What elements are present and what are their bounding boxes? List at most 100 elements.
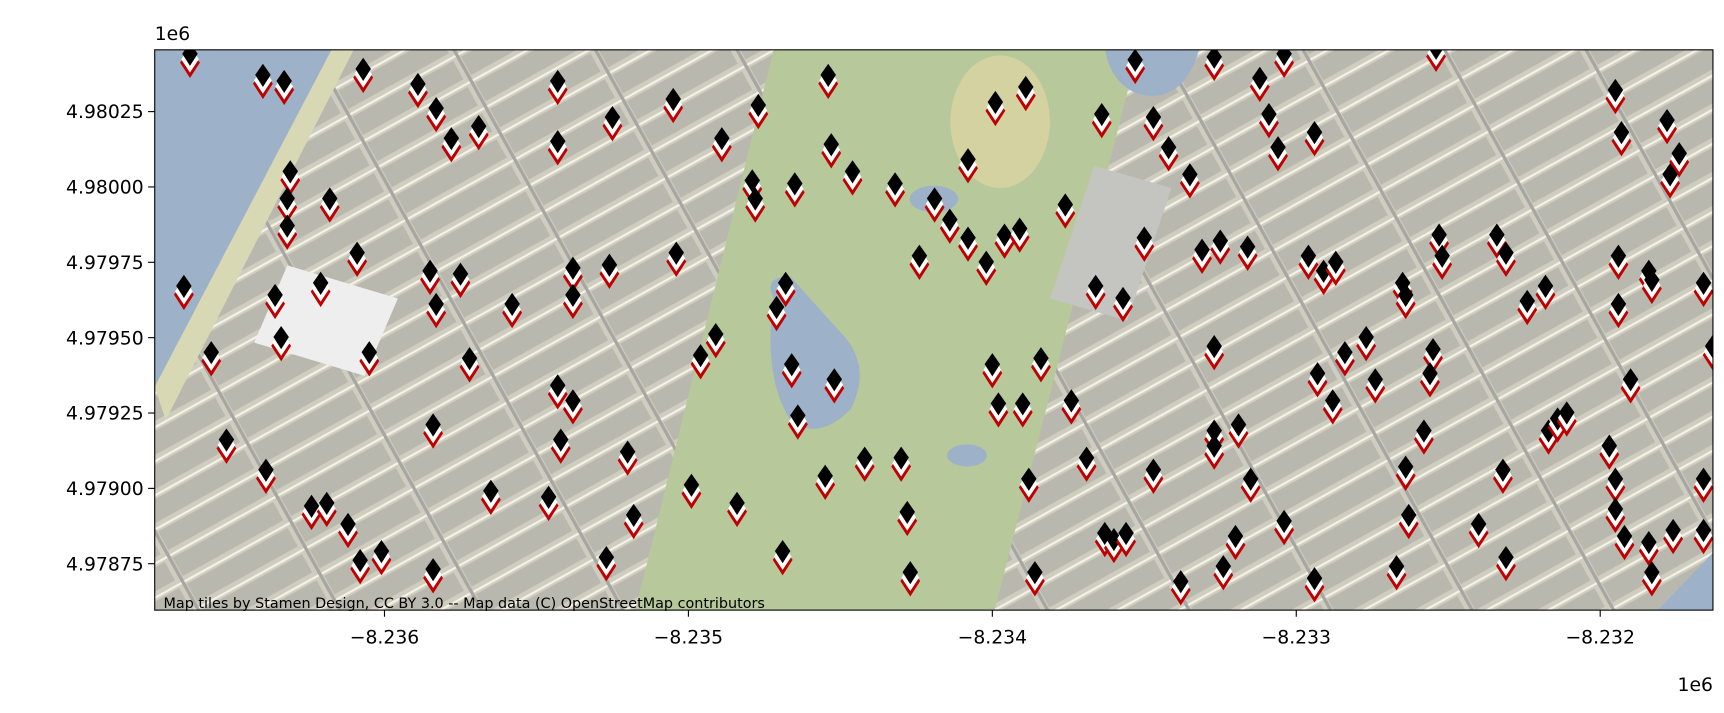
- marker: [958, 226, 978, 262]
- marker-black: [553, 428, 569, 452]
- marker: [1611, 121, 1632, 157]
- marker-black: [1115, 286, 1131, 311]
- marker-black: [777, 271, 794, 295]
- marker-black: [987, 90, 1004, 115]
- marker-black: [1094, 102, 1110, 127]
- marker-black: [1671, 142, 1687, 166]
- marker: [985, 90, 1006, 127]
- marker-black: [1306, 121, 1323, 145]
- marker-black: [549, 130, 566, 154]
- marker: [407, 72, 428, 109]
- marker: [562, 256, 583, 293]
- marker-black: [820, 63, 836, 87]
- marker-black: [1145, 105, 1162, 130]
- marker: [1031, 347, 1051, 383]
- marker: [772, 540, 793, 576]
- marker-black: [942, 208, 958, 232]
- marker-black: [625, 503, 642, 528]
- marker: [994, 223, 1015, 259]
- marker-black: [279, 214, 295, 238]
- marker: [450, 262, 471, 299]
- lincoln-towers: [254, 265, 398, 376]
- marker-black: [1033, 347, 1049, 371]
- marker: [897, 500, 918, 537]
- marker: [1055, 193, 1076, 229]
- marker: [1556, 401, 1577, 437]
- marker: [1210, 229, 1231, 265]
- conservatory-water: [947, 444, 987, 467]
- marker: [842, 160, 863, 196]
- marker: [1496, 546, 1516, 582]
- marker-black: [1014, 392, 1031, 416]
- marker: [1496, 241, 1516, 277]
- marker-black: [349, 241, 365, 265]
- marker-black: [978, 250, 994, 274]
- marker: [1143, 105, 1164, 142]
- marker: [818, 63, 839, 100]
- marker-black: [1601, 434, 1618, 458]
- marker-black: [319, 491, 335, 515]
- marker-black: [787, 172, 803, 196]
- marker: [1423, 338, 1443, 374]
- marker-black: [902, 561, 919, 585]
- marker-black: [714, 127, 730, 151]
- marker: [562, 283, 583, 320]
- marker-black: [1011, 217, 1028, 241]
- marker: [265, 283, 286, 320]
- marker-black: [1662, 163, 1678, 187]
- marker-black: [422, 259, 438, 283]
- marker-black: [361, 341, 378, 365]
- marker: [1492, 458, 1513, 494]
- marker: [1012, 392, 1033, 428]
- marker-black: [984, 353, 1001, 377]
- marker-black: [1300, 244, 1317, 268]
- marker: [1486, 223, 1507, 259]
- marker: [1113, 286, 1133, 323]
- marker: [371, 540, 392, 576]
- marker: [1116, 521, 1137, 558]
- marker: [976, 250, 997, 287]
- marker-black: [1644, 561, 1660, 585]
- marker-black: [1695, 467, 1712, 491]
- y-tick-label: 4.97875: [66, 554, 144, 575]
- marker-black: [1559, 401, 1575, 425]
- marker: [277, 187, 298, 223]
- marker-black: [425, 558, 441, 582]
- marker: [173, 274, 194, 311]
- marker: [1225, 524, 1246, 561]
- marker: [1657, 109, 1678, 145]
- marker: [1663, 518, 1684, 555]
- y-tick-label: 4.98000: [66, 178, 144, 199]
- marker-black: [218, 428, 235, 452]
- marker-black: [1641, 530, 1657, 555]
- marker-black: [1641, 259, 1657, 283]
- marker-black: [303, 494, 320, 518]
- marker: [900, 561, 921, 597]
- marker: [1395, 283, 1416, 320]
- marker-black: [1422, 362, 1438, 386]
- marker-black: [1057, 193, 1074, 217]
- marker: [1420, 362, 1440, 398]
- marker-black: [601, 253, 618, 277]
- marker-black: [708, 322, 724, 347]
- marker: [201, 341, 222, 377]
- marker: [1125, 49, 1146, 85]
- marker: [1614, 524, 1635, 561]
- marker-black: [549, 69, 566, 94]
- marker: [426, 292, 447, 329]
- marker: [891, 446, 912, 482]
- marker-black: [1431, 223, 1447, 247]
- marker: [1413, 419, 1434, 455]
- marker-black: [960, 226, 976, 250]
- marker: [1204, 434, 1225, 470]
- marker-black: [1306, 567, 1323, 591]
- marker-black: [887, 172, 903, 196]
- marker: [252, 63, 273, 100]
- marker-black: [340, 512, 356, 537]
- marker: [347, 241, 368, 277]
- marker-black: [410, 72, 426, 97]
- marker-black: [1206, 335, 1222, 359]
- marker-black: [352, 549, 368, 573]
- marker: [277, 214, 298, 250]
- x-tick-label: −8.235: [654, 627, 723, 648]
